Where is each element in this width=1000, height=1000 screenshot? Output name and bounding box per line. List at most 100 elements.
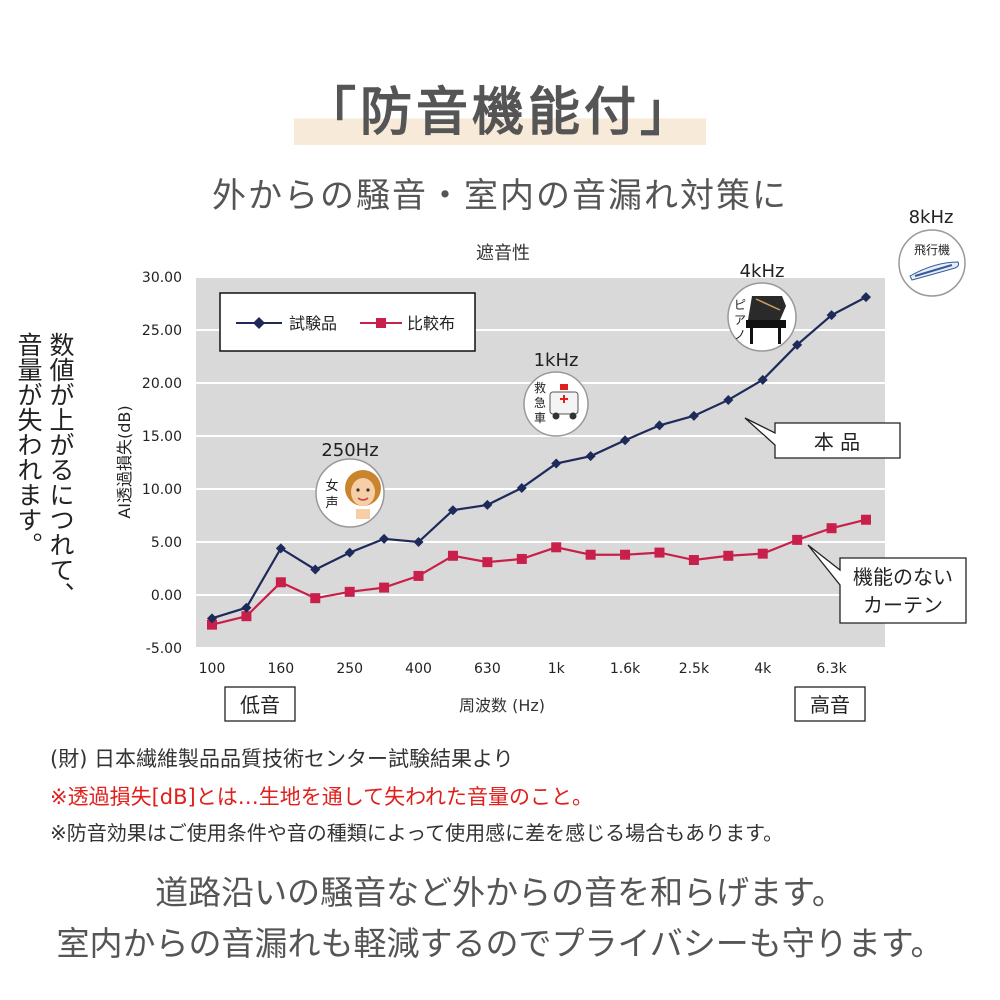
piano-icon (746, 296, 786, 344)
y-tick-label: 10.00 (142, 482, 182, 498)
annotation-4khz-tag-3: ノ (734, 328, 746, 342)
y-tick-label: 0.00 (151, 588, 182, 604)
x-ticks: 100 160 250 400 630 1k 1.6k 2.5k 4k 6.3k (199, 661, 848, 677)
annotation-250hz-label: 250Hz (321, 440, 378, 461)
data-point (723, 394, 734, 405)
data-point (620, 435, 631, 446)
data-point (551, 458, 562, 469)
annotation-8khz: 8kHz 飛行機 (898, 207, 966, 297)
high-label: 高音 (810, 693, 850, 717)
data-point (413, 537, 424, 547)
low-label-box: 低音 (224, 686, 296, 722)
x-tick-label: 1k (548, 661, 566, 677)
high-label-box: 高音 (794, 686, 866, 722)
data-point (551, 542, 562, 553)
page-title: 「防音機能付」 (293, 78, 706, 148)
y-tick-label: 15.00 (142, 429, 182, 445)
x-tick-label: 6.3k (816, 661, 847, 677)
x-tick-label: 2.5k (679, 661, 710, 677)
data-point (207, 619, 217, 630)
note-definition: ※透過損失[dB]とは…生地を通して失われた音量のこと。 (50, 785, 594, 809)
data-point (826, 310, 837, 321)
legend-label-series-1: 試験品 (289, 314, 337, 333)
chart-title: 遮音性 (476, 243, 530, 264)
legend-marker-series-1 (253, 317, 265, 329)
series-group (207, 292, 871, 630)
bottom-text-line-1: 道路沿いの騒音など外からの音を和らげます。 (155, 873, 845, 912)
y-tick-label: 20.00 (142, 376, 182, 392)
data-point (379, 533, 390, 544)
data-point (207, 613, 217, 624)
data-point (516, 482, 527, 493)
annotation-1khz-tag-3: 車 (534, 411, 546, 425)
data-point (516, 553, 527, 564)
data-point (447, 505, 458, 516)
series-line (211, 296, 867, 620)
x-tick-label: 1.6k (610, 661, 641, 677)
callout-compare: 機能のない カーテン (807, 544, 967, 624)
annotation-250hz: 250Hz 女 声 (315, 440, 385, 528)
annotation-1khz-tag-2: 急 (534, 395, 546, 410)
annotation-4khz: 4kHz ピ ア ノ (727, 261, 797, 352)
x-tick-label: 400 (405, 661, 432, 677)
series-line (211, 518, 867, 626)
data-point (241, 602, 252, 613)
data-point (585, 549, 596, 560)
data-point (757, 548, 768, 559)
series-1 (207, 292, 871, 624)
annotation-8khz-tag: 飛行機 (914, 242, 950, 257)
annotation-250hz-tag-1: 女 (325, 478, 338, 494)
callout-compare-line-1: 機能のない (853, 565, 953, 589)
sound-insulation-chart: 遮音性 AI透過損失(dB) 周波数 (Hz) 30.00 25.00 20.00 1… (115, 207, 967, 722)
y-tick-label: -5.00 (146, 641, 182, 657)
data-point (310, 564, 321, 575)
data-point (482, 557, 493, 568)
x-tick-label: 160 (267, 661, 294, 677)
annotation-4khz-label: 4kHz (740, 261, 785, 282)
data-point (792, 339, 803, 350)
annotation-1khz-label: 1kHz (534, 350, 579, 371)
data-point (275, 577, 286, 588)
x-axis-label: 周波数 (Hz) (459, 696, 545, 715)
annotation-4khz-tag-1: ピ (734, 298, 746, 312)
data-point (585, 451, 596, 462)
x-tick-label: 630 (474, 661, 501, 677)
data-point (620, 549, 631, 560)
annotation-1khz-tag-1: 救 (534, 380, 546, 395)
y-tick-label: 5.00 (151, 535, 182, 551)
title-wrap: 「防音機能付」 (0, 78, 1000, 148)
data-point (688, 555, 699, 566)
data-point (344, 586, 355, 597)
callout-product-label: 本 品 (814, 430, 860, 454)
data-point (310, 593, 321, 604)
data-point (757, 374, 768, 385)
low-label: 低音 (240, 693, 280, 717)
x-tick-label: 250 (336, 661, 363, 677)
data-point (792, 534, 803, 545)
series-2 (207, 514, 871, 630)
note-source: (財) 日本繊維製品品質技術センター試験結果より (50, 747, 514, 771)
airplane-icon (909, 261, 960, 281)
annotation-4khz-tag-2: ア (734, 313, 746, 327)
data-point (447, 550, 458, 561)
data-point (826, 523, 837, 534)
annotation-8khz-label: 8kHz (909, 207, 954, 228)
bottom-text-line-2: 室内からの音漏れも軽減するのでプライバシーも守ります。 (56, 924, 944, 963)
y-axis-label: AI透過損失(dB) (115, 405, 134, 518)
annotation-250hz-tag-2: 声 (325, 496, 338, 511)
y-tick-label: 30.00 (142, 270, 182, 286)
data-point (344, 547, 355, 558)
x-tick-label: 4k (754, 661, 772, 677)
annotation-1khz: 1kHz 救 急 車 (523, 350, 589, 437)
data-point (379, 582, 390, 593)
data-point (482, 499, 493, 510)
legend-label-series-2: 比較布 (407, 314, 455, 333)
data-point (723, 550, 734, 561)
data-point (275, 543, 286, 554)
data-point (861, 514, 871, 525)
data-point (688, 410, 699, 421)
data-point (861, 292, 871, 303)
legend: 試験品 比較布 (219, 292, 476, 352)
y-tick-label: 25.00 (142, 323, 182, 339)
y-ticks: 30.00 25.00 20.00 15.00 10.00 5.00 0.00 -5.00 (142, 270, 182, 657)
